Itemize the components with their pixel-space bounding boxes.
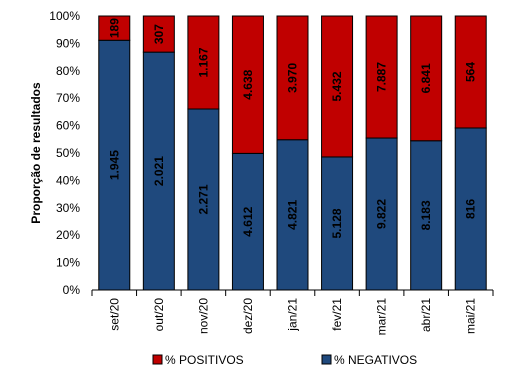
- bar-positivos: [410, 15, 443, 142]
- y-axis-ticks: 0% 10% 20% 30% 40% 50% 60% 70% 80% 90% 100%: [49, 9, 80, 297]
- data-label-positivos: 3.970: [286, 63, 300, 93]
- x-tick-label: fev/21: [330, 298, 344, 331]
- y-tick-label: 90%: [56, 36, 80, 50]
- y-axis-label: Proporção de resultados: [29, 82, 43, 224]
- data-label-negativos: 2.021: [152, 156, 166, 186]
- data-label-positivos: 4.638: [241, 69, 255, 99]
- legend-swatch: [321, 354, 332, 365]
- x-tick-label: set/20: [107, 298, 121, 331]
- bar-positivos: [187, 15, 220, 110]
- bar-positivos: [365, 15, 398, 139]
- legend-label: % NEGATIVOS: [334, 353, 417, 367]
- x-tick-label: jan/21: [286, 298, 300, 332]
- y-tick-label: 10%: [56, 256, 80, 270]
- bar-positivos: [321, 15, 354, 158]
- x-tick-label: mai/21: [464, 298, 478, 334]
- data-label-positivos: 7.887: [375, 62, 389, 92]
- bar-positivos: [276, 15, 309, 141]
- y-tick-label: 80%: [56, 64, 80, 78]
- bar-negativos: [98, 39, 131, 291]
- data-label-positivos: 564: [464, 62, 478, 82]
- data-label-positivos: 6.841: [419, 63, 433, 93]
- legend-swatch: [152, 354, 163, 365]
- y-tick-label: 70%: [56, 91, 80, 105]
- y-tick-label: 0%: [63, 283, 81, 297]
- x-tick-label: abr/21: [419, 298, 433, 332]
- data-label-negativos: 4.821: [286, 200, 300, 230]
- bar-negativos: [454, 127, 487, 291]
- data-label-negativos: 816: [464, 199, 478, 219]
- y-tick-label: 30%: [56, 201, 80, 215]
- data-label-positivos: 5.432: [330, 71, 344, 101]
- x-tick-label: nov/20: [196, 298, 210, 334]
- y-tick-label: 20%: [56, 228, 80, 242]
- bar-positivos: [231, 15, 264, 154]
- y-tick-label: 40%: [56, 173, 80, 187]
- data-label-positivos: 189: [107, 18, 121, 38]
- x-tick-label: dez/20: [241, 298, 255, 334]
- bar-positivos: [98, 15, 131, 41]
- x-axis-ticks: set/20 out/20 nov/20 dez/20 jan/21 fev/21 mar/…: [91, 290, 494, 336]
- legend: % POSITIVOS % NEGATIVOS: [152, 353, 417, 367]
- data-label-negativos: 1.945: [107, 150, 121, 180]
- y-tick-label: 100%: [49, 9, 80, 23]
- data-label-positivos: 1.167: [196, 47, 210, 77]
- data-label-negativos: 5.128: [330, 208, 344, 238]
- bars: [98, 15, 487, 291]
- legend-label: % POSITIVOS: [165, 353, 244, 367]
- data-label-negativos: 2.271: [196, 184, 210, 214]
- data-label-negativos: 9.822: [375, 199, 389, 229]
- bar-negativos: [321, 156, 354, 291]
- y-tick-label: 60%: [56, 119, 80, 133]
- data-label-negativos: 4.612: [241, 206, 255, 236]
- data-label-negativos: 8.183: [419, 200, 433, 230]
- bar-positivos: [454, 15, 487, 129]
- data-label-positivos: 307: [152, 24, 166, 44]
- data-labels: 1.945 189 2.021 307 2.271 1.167 4.612 4.638 4.82…: [107, 18, 477, 239]
- y-tick-label: 50%: [56, 146, 80, 160]
- bar-positivos: [142, 15, 175, 53]
- x-tick-label: mar/21: [375, 298, 389, 336]
- x-tick-label: out/20: [152, 298, 166, 332]
